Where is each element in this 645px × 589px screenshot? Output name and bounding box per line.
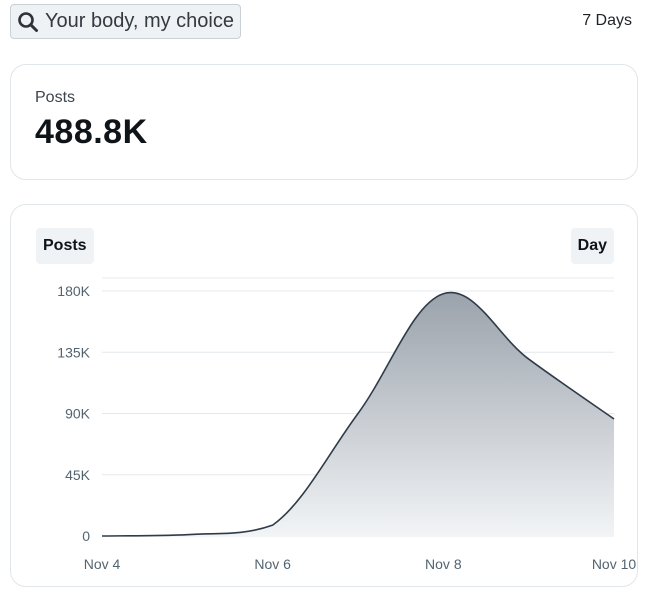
- y-tick-label: 180K: [57, 283, 90, 299]
- x-tick-label: Nov 10: [592, 556, 637, 572]
- chart-card: 0 45K 90K 135K 180K Nov 4 Nov 6 Nov 8 Nov 10 Pos…: [10, 204, 638, 587]
- x-tick-label: Nov 4: [84, 556, 121, 572]
- search-query: Your body, my choice: [45, 10, 234, 32]
- search-icon: [18, 11, 38, 32]
- metric-selector-button[interactable]: Posts: [36, 228, 94, 264]
- y-tick-label: 90K: [65, 406, 91, 422]
- summary-value: 488.8K: [35, 113, 148, 151]
- y-tick-label: 0: [82, 528, 90, 544]
- search-chip[interactable]: Your body, my choice: [10, 4, 241, 39]
- y-tick-label: 135K: [57, 344, 90, 360]
- summary-label: Posts: [35, 89, 76, 106]
- x-tick-label: Nov 6: [254, 556, 291, 572]
- summary-card: Posts 488.8K: [10, 64, 638, 180]
- series-line: [101, 291, 615, 537]
- posts-area-chart: 0 45K 90K 135K 180K Nov 4 Nov 6 Nov 8 Nov 10: [57, 277, 637, 572]
- y-tick-label: 45K: [65, 467, 91, 483]
- time-range-selector[interactable]: 7 Days: [582, 12, 632, 29]
- x-tick-label: Nov 8: [425, 556, 462, 572]
- granularity-selector-button[interactable]: Day: [570, 228, 614, 264]
